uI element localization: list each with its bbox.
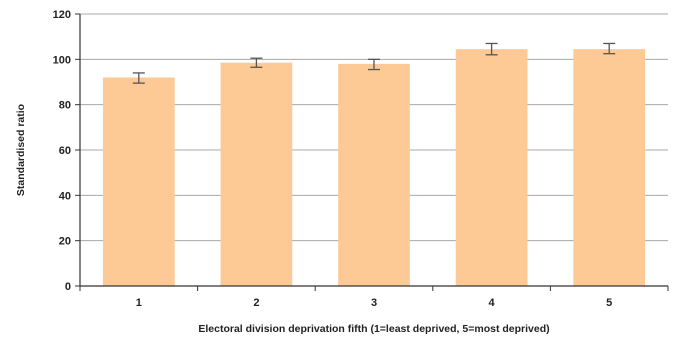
x-tick-label-1: 1	[136, 297, 142, 309]
error-bar-3	[368, 58, 380, 71]
y-tick-label-60: 60	[59, 145, 71, 157]
y-tick-label-100: 100	[53, 54, 71, 66]
bar-1	[102, 77, 175, 286]
y-axis-title: Standardised ratio	[15, 104, 27, 196]
y-tick-label-120: 120	[53, 9, 71, 21]
error-bars	[132, 42, 616, 84]
x-tick-labels: 1 2 3 4 5	[136, 297, 613, 309]
y-tick-label-80: 80	[59, 100, 71, 112]
x-tick-label-4: 4	[489, 297, 496, 309]
bar-2	[220, 62, 293, 286]
bar-4	[455, 49, 528, 287]
bars	[102, 49, 646, 287]
x-tick-label-2: 2	[253, 297, 259, 309]
error-bar-1	[132, 72, 145, 84]
x-tick-label-3: 3	[371, 297, 377, 309]
y-tick-label-40: 40	[59, 190, 71, 202]
axes	[75, 13, 669, 291]
error-bar-5	[603, 42, 616, 55]
y-tick-label-20: 20	[59, 236, 71, 248]
bar-3	[338, 63, 410, 286]
x-axis-title: Electoral division deprivation fifth (1=…	[198, 323, 549, 335]
error-bar-2	[250, 57, 263, 68]
x-tick-label-5: 5	[606, 297, 612, 309]
y-tick-label-0: 0	[65, 281, 71, 293]
y-tick-labels: 0 20 40 60 80 100 120	[53, 9, 71, 293]
error-bar-4	[485, 42, 498, 56]
bar-5	[573, 49, 646, 287]
